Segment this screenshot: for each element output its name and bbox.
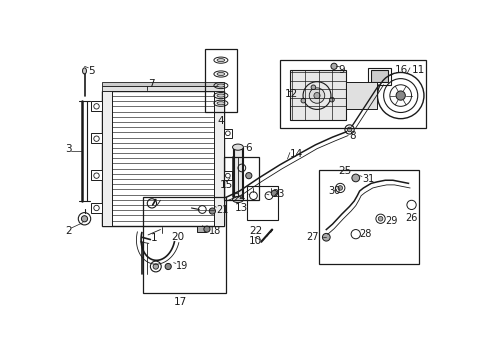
Text: 17: 17 xyxy=(174,297,187,306)
Circle shape xyxy=(301,98,306,103)
Text: 3: 3 xyxy=(65,144,72,154)
Bar xyxy=(92,133,101,143)
Bar xyxy=(371,70,388,82)
Circle shape xyxy=(378,216,383,221)
Bar xyxy=(290,70,345,120)
Text: 23: 23 xyxy=(272,189,284,199)
Text: 11: 11 xyxy=(412,65,425,75)
Ellipse shape xyxy=(217,94,225,97)
Text: 13: 13 xyxy=(235,203,248,213)
Ellipse shape xyxy=(233,144,244,150)
Text: 29: 29 xyxy=(385,216,397,226)
Bar xyxy=(368,68,392,85)
Bar xyxy=(101,91,224,226)
Circle shape xyxy=(314,93,320,99)
Bar xyxy=(280,60,425,128)
Text: 2: 2 xyxy=(65,226,72,237)
Bar xyxy=(345,82,377,109)
Bar xyxy=(205,49,237,112)
Text: 6: 6 xyxy=(245,143,252,153)
Circle shape xyxy=(396,91,405,100)
Text: 31: 31 xyxy=(362,174,374,184)
Bar xyxy=(224,129,232,138)
Text: 26: 26 xyxy=(405,213,418,222)
Text: 30: 30 xyxy=(329,186,341,195)
Circle shape xyxy=(352,174,360,182)
Circle shape xyxy=(309,88,325,103)
Circle shape xyxy=(311,85,316,90)
Text: 14: 14 xyxy=(290,149,303,159)
Text: 21: 21 xyxy=(216,205,229,215)
Bar xyxy=(143,197,226,293)
Text: 18: 18 xyxy=(209,226,221,236)
Text: 8: 8 xyxy=(349,131,356,141)
Text: 9: 9 xyxy=(339,65,345,75)
Circle shape xyxy=(245,172,252,179)
Text: 16: 16 xyxy=(394,65,408,75)
Circle shape xyxy=(165,264,172,270)
Text: 5: 5 xyxy=(88,66,95,76)
Text: 22: 22 xyxy=(249,226,262,237)
Ellipse shape xyxy=(217,59,225,62)
Bar xyxy=(92,203,101,213)
Circle shape xyxy=(338,186,343,190)
Circle shape xyxy=(271,190,277,197)
Bar xyxy=(224,171,232,180)
Bar xyxy=(214,91,224,226)
Ellipse shape xyxy=(217,72,225,76)
Text: 24: 24 xyxy=(233,193,245,203)
Circle shape xyxy=(322,233,330,241)
Text: 20: 20 xyxy=(172,232,184,242)
Bar xyxy=(92,170,101,180)
Bar xyxy=(197,226,206,232)
Text: 7: 7 xyxy=(148,78,155,89)
Ellipse shape xyxy=(233,197,244,203)
Text: 4: 4 xyxy=(218,116,224,126)
Bar xyxy=(224,157,259,199)
Text: 28: 28 xyxy=(360,229,372,239)
Circle shape xyxy=(331,63,337,69)
Circle shape xyxy=(153,264,158,269)
Bar xyxy=(101,91,112,226)
Text: 27: 27 xyxy=(306,232,318,242)
Text: 15: 15 xyxy=(220,180,233,190)
Bar xyxy=(92,101,101,111)
Circle shape xyxy=(330,97,334,102)
Text: 10: 10 xyxy=(249,236,262,246)
Text: 1: 1 xyxy=(150,233,157,243)
Bar xyxy=(233,147,244,199)
Bar xyxy=(101,86,224,91)
Ellipse shape xyxy=(217,102,225,105)
Circle shape xyxy=(209,208,216,214)
Circle shape xyxy=(81,216,88,222)
Bar xyxy=(247,186,278,220)
Bar xyxy=(234,149,242,197)
Bar xyxy=(318,170,419,264)
Circle shape xyxy=(204,226,210,232)
Text: 25: 25 xyxy=(339,166,352,176)
Circle shape xyxy=(347,127,352,132)
Text: 12: 12 xyxy=(285,89,298,99)
Bar xyxy=(101,82,224,86)
Ellipse shape xyxy=(217,84,225,87)
Ellipse shape xyxy=(82,68,86,74)
Text: 19: 19 xyxy=(176,261,188,271)
